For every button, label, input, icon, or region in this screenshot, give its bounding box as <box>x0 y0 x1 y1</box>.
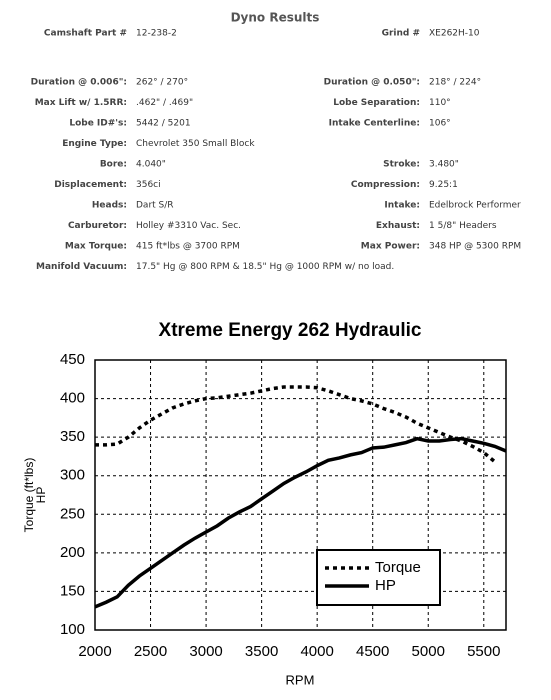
spec-value: 348 HP @ 5300 RPM <box>429 242 521 252</box>
plot-frame <box>94 359 507 631</box>
x-tick-label: 5000 <box>412 643 445 660</box>
spec-label: Stroke: <box>383 160 420 170</box>
spec-value: 218° / 224° <box>429 78 481 88</box>
spec-label: Intake Centerline: <box>329 119 420 129</box>
spec-label: Intake: <box>384 201 420 211</box>
y-tick-label: 250 <box>60 505 85 522</box>
y-tick-label: 400 <box>60 390 85 407</box>
chart-title: Xtreme Energy 262 Hydraulic <box>159 320 422 341</box>
spec-value: Holley #3310 Vac. Sec. <box>136 221 241 231</box>
spec-label: Compression: <box>351 180 420 190</box>
spec-label: Carburetor: <box>68 221 127 231</box>
spec-value: Edelbrock Performer <box>429 201 521 211</box>
y-tick-label: 300 <box>60 467 85 484</box>
spec-label: Bore: <box>100 160 127 170</box>
y-tick-label: 150 <box>60 582 85 599</box>
x-tick-label: 2000 <box>78 643 111 660</box>
legend-label: HP <box>375 577 396 594</box>
spec-value: Dart S/R <box>136 201 174 211</box>
x-tick-label: 4500 <box>356 643 389 660</box>
spec-label: Duration @ 0.050": <box>324 78 420 88</box>
y-axis-label: Torque (ft*lbs) <box>22 458 36 533</box>
spec-label: Lobe Separation: <box>333 98 420 108</box>
series-line <box>95 385 497 464</box>
spec-label: Engine Type: <box>62 139 127 149</box>
spec-label: Duration @ 0.006": <box>31 78 127 88</box>
y-tick-label: 450 <box>60 351 85 368</box>
spec-value: 3.480" <box>429 160 459 170</box>
spec-value: 9.25:1 <box>429 180 458 190</box>
spec-label: Lobe ID#'s: <box>69 119 127 129</box>
x-tick-label: 2500 <box>134 643 167 660</box>
spec-label: Exhaust: <box>376 221 420 231</box>
x-tick-label: 3500 <box>245 643 278 660</box>
y-tick-label: 200 <box>60 544 85 561</box>
spec-value: 110° <box>429 98 451 108</box>
y-axis-label: HP <box>34 487 48 504</box>
spec-value: Chevrolet 350 Small Block <box>136 139 255 149</box>
spec-value: 5442 / 5201 <box>136 119 191 129</box>
spec-value: XE262H-10 <box>429 29 480 39</box>
spec-value: .462" / .469" <box>136 98 193 108</box>
spec-value: 12-238-2 <box>136 29 177 39</box>
spec-value: 17.5" Hg @ 800 RPM & 18.5" Hg @ 1000 RPM… <box>136 262 394 272</box>
spec-label: Camshaft Part # <box>44 29 127 39</box>
legend-label: Torque <box>375 559 421 576</box>
x-tick-label: 4000 <box>300 643 333 660</box>
series-line <box>94 436 507 609</box>
spec-value: 262° / 270° <box>136 78 188 88</box>
spec-label: Max Torque: <box>65 242 127 252</box>
spec-label: Heads: <box>92 201 127 211</box>
x-tick-label: 5500 <box>467 643 500 660</box>
spec-label: Max Power: <box>361 242 420 252</box>
y-tick-label: 350 <box>60 428 85 445</box>
x-tick-label: 3000 <box>189 643 222 660</box>
spec-value: 356ci <box>136 180 161 190</box>
spec-value: 1 5/8" Headers <box>429 221 497 231</box>
spec-value: 4.040" <box>136 160 166 170</box>
spec-label: Manifold Vacuum: <box>36 262 127 272</box>
y-tick-label: 100 <box>60 621 85 638</box>
legend-box <box>316 549 441 606</box>
spec-label: Max Lift w/ 1.5RR: <box>35 98 127 108</box>
x-axis-label: RPM <box>286 672 315 687</box>
spec-value: 106° <box>429 119 451 129</box>
page-title: Dyno Results <box>231 11 320 25</box>
spec-label: Grind # <box>382 29 420 39</box>
spec-value: 415 ft*lbs @ 3700 RPM <box>136 242 240 252</box>
spec-label: Displacement: <box>54 180 127 190</box>
